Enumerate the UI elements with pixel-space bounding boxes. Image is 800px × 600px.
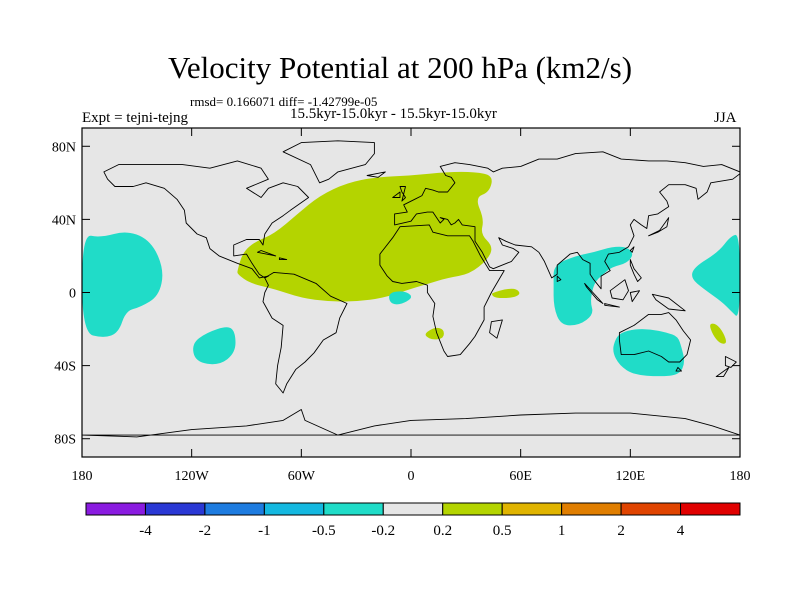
colorbar: -4 -2 -1 -0.5 -0.2 0.2 0.5 1 2 4 bbox=[85, 502, 741, 539]
negative-anomaly-region bbox=[82, 232, 163, 337]
coastline bbox=[629, 259, 642, 282]
experiment-label: Expt = tejni-tejng bbox=[82, 110, 188, 126]
coastline bbox=[82, 409, 740, 438]
stats-label: rmsd= 0.166071 diff= -1.42799e-05 bbox=[190, 94, 378, 109]
coastline bbox=[379, 224, 505, 357]
negative-anomaly-region bbox=[613, 329, 685, 377]
coastline bbox=[392, 191, 401, 198]
coastline bbox=[278, 257, 288, 261]
colorbar-swatch bbox=[382, 502, 444, 516]
negative-anomaly-region bbox=[193, 327, 236, 365]
positive-anomaly-region bbox=[425, 327, 444, 340]
coastline bbox=[394, 151, 740, 290]
map-panel: 80N 40N 0 40S 80S 180 120W 60W 0 60E 120E 180 bbox=[52, 127, 751, 484]
coastline bbox=[675, 366, 682, 372]
colorbar-swatch bbox=[561, 502, 622, 516]
colorbar-label: -4 bbox=[139, 523, 152, 539]
colorbar-label: -2 bbox=[199, 523, 212, 539]
lat-tick-label: 80N bbox=[52, 140, 76, 155]
lat-tick-label: 40S bbox=[54, 360, 76, 375]
coastline bbox=[556, 275, 562, 282]
lon-tick-label: 180 bbox=[730, 469, 751, 484]
colorbar-swatch bbox=[442, 502, 503, 516]
colorbar-label: 2 bbox=[617, 523, 625, 539]
coastline bbox=[366, 171, 386, 178]
coastline bbox=[629, 290, 640, 303]
lat-tick-label: 40N bbox=[52, 213, 76, 228]
coastlines bbox=[82, 140, 740, 438]
coastline bbox=[604, 303, 620, 308]
coastline bbox=[648, 217, 670, 237]
colorbar-label: 1 bbox=[558, 523, 566, 539]
lat-tick-label: 0 bbox=[69, 287, 76, 302]
colorbar-swatch bbox=[204, 502, 265, 516]
lon-tick-label: 120E bbox=[616, 469, 646, 484]
colorbar-swatch bbox=[323, 502, 384, 516]
lon-tick-label: 180 bbox=[72, 469, 93, 484]
plot-title: Velocity Potential at 200 hPa (km2/s) bbox=[167, 50, 633, 85]
positive-anomaly-region bbox=[237, 171, 492, 302]
lon-tick-label: 60E bbox=[509, 469, 532, 484]
coastline bbox=[584, 282, 604, 304]
lon-tick-label: 120W bbox=[175, 469, 210, 484]
coastline bbox=[629, 246, 635, 253]
colorbar-swatch bbox=[620, 502, 682, 516]
colorbar-label: 0.2 bbox=[433, 523, 452, 539]
coastline bbox=[651, 293, 686, 312]
negative-anomaly-region bbox=[692, 234, 740, 316]
coastline bbox=[399, 186, 406, 202]
colorbar-swatch bbox=[85, 502, 146, 516]
positive-anomaly-region bbox=[710, 323, 726, 344]
coastline bbox=[724, 356, 737, 368]
negative-anomaly-region bbox=[389, 291, 412, 305]
colorbar-label: -1 bbox=[258, 523, 271, 539]
colorbar-swatch bbox=[501, 502, 563, 516]
colorbar-swatch bbox=[144, 502, 206, 516]
season-label: JJA bbox=[714, 110, 737, 126]
coastline bbox=[103, 160, 310, 279]
coastline bbox=[282, 140, 375, 184]
colorbar-label: 4 bbox=[677, 523, 685, 539]
lat-tick-label: 80S bbox=[54, 433, 76, 448]
lon-tick-label: 0 bbox=[408, 469, 415, 484]
lon-tick-label: 60W bbox=[288, 469, 316, 484]
coastline bbox=[618, 312, 692, 363]
negative-anomaly-region bbox=[553, 246, 633, 326]
coastline bbox=[257, 250, 277, 257]
colorbar-swatch bbox=[263, 502, 325, 516]
coastline bbox=[609, 279, 629, 301]
coastline bbox=[262, 271, 348, 394]
colorbar-label: -0.2 bbox=[371, 523, 395, 539]
colorbar-label: -0.5 bbox=[312, 523, 336, 539]
anomaly-fields bbox=[82, 171, 740, 377]
period-label: 15.5kyr-15.0kyr - 15.5kyr-15.0kyr bbox=[290, 106, 497, 122]
coastline bbox=[715, 366, 730, 378]
positive-anomaly-region bbox=[492, 288, 520, 298]
colorbar-swatch bbox=[680, 502, 741, 516]
colorbar-label: 0.5 bbox=[493, 523, 512, 539]
coastline bbox=[489, 319, 503, 339]
